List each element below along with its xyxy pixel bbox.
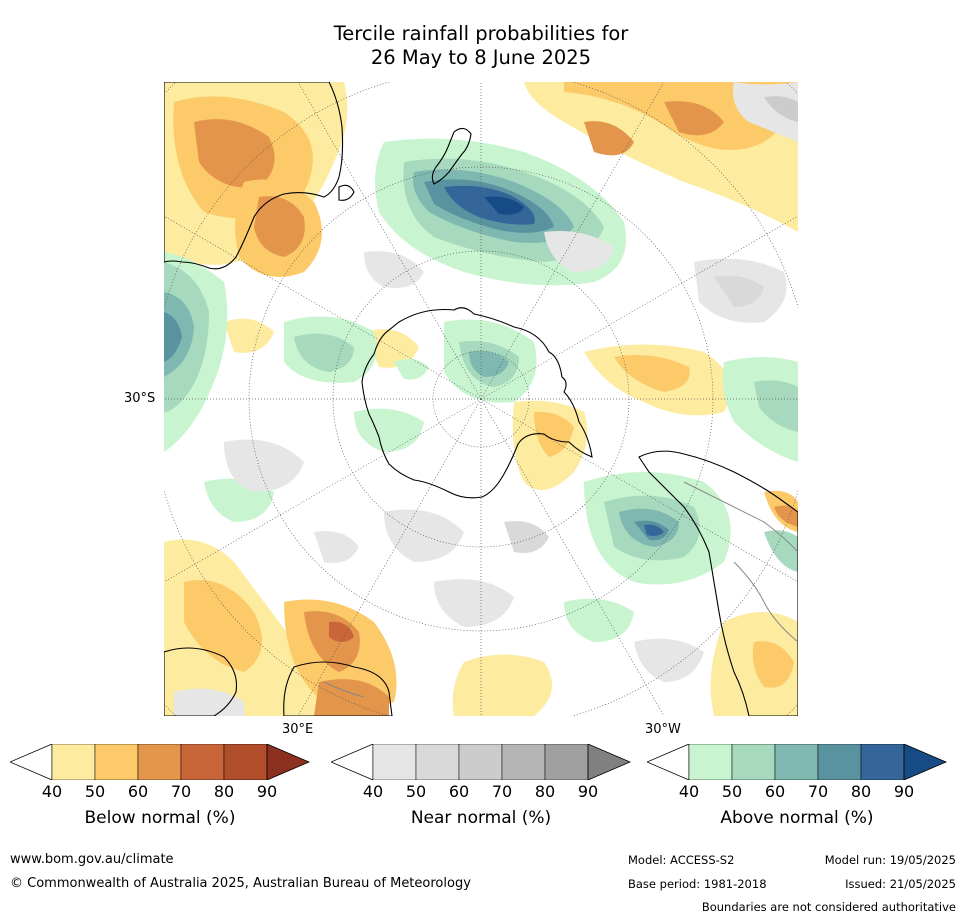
colorbar-tick-label: 90 bbox=[893, 782, 915, 801]
colorbar-segment bbox=[415, 744, 460, 780]
colorbar-arrow-high bbox=[266, 744, 310, 780]
title-line-1: Tercile rainfall probabilities for bbox=[333, 22, 629, 45]
colorbar-tick-label: 90 bbox=[256, 782, 278, 801]
map-svg bbox=[164, 82, 798, 716]
above-normal-legend-title: Above normal (%) bbox=[720, 808, 874, 828]
south-america-coastline bbox=[638, 450, 798, 716]
colorbar-tick-label: 80 bbox=[850, 782, 872, 801]
near-normal-legend-title: Near normal (%) bbox=[410, 808, 552, 828]
colorbar-segment bbox=[731, 744, 776, 780]
colorbar-tick-label: 50 bbox=[721, 782, 743, 801]
below-normal-colorbar bbox=[10, 744, 310, 780]
model-text: Model: ACCESS-S2 bbox=[628, 853, 735, 867]
colorbar-tick-label: 40 bbox=[678, 782, 700, 801]
colorbar-tick-label: 70 bbox=[170, 782, 192, 801]
colorbar-arrow-high bbox=[587, 744, 631, 780]
above-normal-regions bbox=[164, 138, 798, 642]
new-zealand-coastline bbox=[431, 127, 472, 185]
longitude-label-east: 30°E bbox=[282, 722, 314, 737]
longitude-label-west: 30°W bbox=[645, 722, 681, 737]
colorbar-tick-label: 70 bbox=[491, 782, 513, 801]
colorbar-arrow-low bbox=[331, 744, 374, 780]
graticule bbox=[164, 82, 798, 716]
country-boundaries bbox=[323, 481, 798, 698]
model-run-text: Model run: 19/05/2025 bbox=[824, 853, 956, 867]
disclaimer-text: Boundaries are not considered authoritat… bbox=[701, 900, 956, 914]
africa-coastline bbox=[164, 647, 238, 716]
colorbar-segment bbox=[774, 744, 819, 780]
colorbar-segment bbox=[501, 744, 546, 780]
colorbar-segment bbox=[94, 744, 139, 780]
near-normal-colorbar bbox=[331, 744, 631, 780]
colorbar-tick-label: 40 bbox=[41, 782, 63, 801]
colorbar-tick-label: 70 bbox=[807, 782, 829, 801]
colorbar-tick-label: 80 bbox=[534, 782, 556, 801]
tasmania-coastline bbox=[338, 184, 355, 201]
below-normal-legend: Below normal (%) 40 50 60 70 80 90 bbox=[10, 744, 310, 834]
colorbar-tick-label: 60 bbox=[764, 782, 786, 801]
above-normal-colorbar bbox=[647, 744, 947, 780]
australia-coastline bbox=[164, 82, 344, 270]
madagascar-coastline bbox=[283, 661, 393, 716]
below-normal-regions bbox=[164, 82, 798, 716]
colorbar-segment bbox=[180, 744, 225, 780]
colorbar-segment bbox=[458, 744, 503, 780]
colorbar-tick-label: 60 bbox=[127, 782, 149, 801]
colorbar-segment bbox=[137, 744, 182, 780]
colorbar-segment bbox=[51, 744, 96, 780]
colorbar-tick-label: 90 bbox=[577, 782, 599, 801]
colorbar-segment bbox=[372, 744, 417, 780]
colorbar-tick-label: 40 bbox=[362, 782, 384, 801]
latitude-label: 30°S bbox=[124, 391, 156, 406]
colorbar-tick-label: 50 bbox=[405, 782, 427, 801]
issued-text: Issued: 21/05/2025 bbox=[845, 877, 956, 891]
colorbar-segment bbox=[223, 744, 268, 780]
base-period-text: Base period: 1981-2018 bbox=[628, 877, 767, 891]
colorbar-arrow-low bbox=[10, 744, 53, 780]
colorbar-tick-label: 60 bbox=[448, 782, 470, 801]
colorbar-arrow-low bbox=[647, 744, 690, 780]
colorbar-segment bbox=[817, 744, 862, 780]
coastlines bbox=[164, 82, 798, 716]
map-title: Tercile rainfall probabilities for 26 Ma… bbox=[164, 22, 798, 70]
above-normal-legend: Above normal (%) 40 50 60 70 80 90 bbox=[647, 744, 947, 834]
colorbar-segment bbox=[860, 744, 905, 780]
colorbar-segment bbox=[688, 744, 733, 780]
near-normal-regions bbox=[174, 82, 798, 716]
copyright-text: © Commonwealth of Australia 2025, Austra… bbox=[10, 876, 471, 891]
colorbar-tick-label: 80 bbox=[213, 782, 235, 801]
near-normal-legend: Near normal (%) 40 50 60 70 80 90 bbox=[331, 744, 631, 834]
title-line-2: 26 May to 8 June 2025 bbox=[370, 46, 592, 69]
below-normal-legend-title: Below normal (%) bbox=[84, 808, 236, 828]
website-link[interactable]: www.bom.gov.au/climate bbox=[10, 852, 174, 867]
colorbar-tick-label: 50 bbox=[84, 782, 106, 801]
colorbar-segment bbox=[544, 744, 589, 780]
colorbar-arrow-high bbox=[903, 744, 947, 780]
rainfall-probability-map bbox=[164, 82, 798, 716]
antarctica-coastline bbox=[361, 307, 593, 499]
